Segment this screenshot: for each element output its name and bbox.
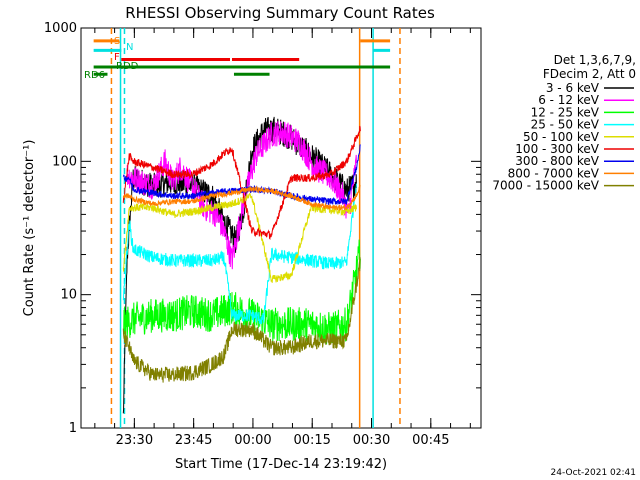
legend-label: 300 - 800 keV [515,154,599,168]
flag-label: F [114,52,120,63]
x-tick-label: 23:30 [116,433,153,448]
series-line [122,184,361,212]
series-line [126,121,357,270]
x-tick-label: 00:30 [353,433,390,448]
flag-label: N [126,42,133,53]
legend-label: 6 - 12 keV [538,93,600,107]
y-tick-label: 1000 [44,21,77,36]
flag-label: S [114,36,120,47]
plot-content [93,28,401,428]
plot-frame [80,27,482,429]
y-axis-title: Count Rate (s⁻¹ detector⁻¹) [22,140,37,317]
flag-label: RDD [116,61,139,72]
legend-label: 25 - 50 keV [531,118,600,132]
legend-label: 800 - 7000 keV [508,166,600,180]
y-tick-label: 1 [69,421,77,436]
legend-label: 12 - 25 keV [531,105,600,119]
x-tick-label: 00:45 [412,433,449,448]
timestamp-label: 24-Oct-2021 02:41 [551,468,636,478]
legend-label: 3 - 6 keV [546,81,600,95]
chart-title: RHESSI Observing Summary Count Rates [125,4,435,22]
legend-label: 7000 - 15000 keV [492,179,599,193]
x-tick-label: 00:00 [234,433,271,448]
x-tick-label: 23:45 [175,433,212,448]
x-tick-label: 00:15 [293,433,330,448]
series-line [122,256,361,383]
plot-area: 1 10 100 1000 23:30 23:45 00:00 00:15 00:30 00:45… [44,21,482,448]
flag-label: RD6 [84,70,105,81]
y-tick-label: 100 [52,154,77,169]
legend-label: 50 - 100 keV [523,130,600,144]
legend-label: 100 - 300 keV [515,142,599,156]
legend-header: Det 1,3,6,7,9, [554,53,636,67]
legend-header: FDecim 2, Att 0 [543,67,636,81]
series-line [122,183,357,325]
y-tick-label: 10 [60,288,77,303]
x-axis-title: Start Time (17-Dec-14 23:19:42) [175,457,387,472]
